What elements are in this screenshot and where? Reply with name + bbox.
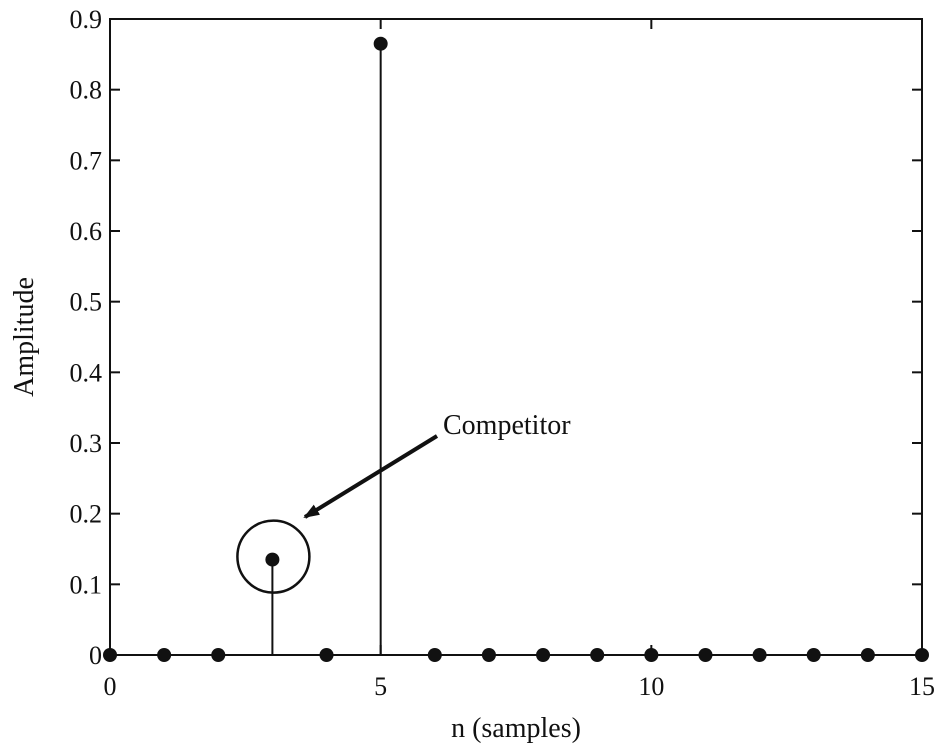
plot-frame xyxy=(109,18,923,656)
annotation-label: Competitor xyxy=(443,410,571,441)
data-stems xyxy=(103,36,929,662)
stem-marker-6 xyxy=(427,648,442,662)
y-tick-label-8: 0.8 xyxy=(70,76,103,105)
stem-marker-1 xyxy=(157,648,172,662)
y-tick-label-2: 0.2 xyxy=(70,500,103,529)
y-tick-label-0: 0 xyxy=(89,641,102,670)
y-tick-label-3: 0.3 xyxy=(70,429,103,458)
annotation-arrow xyxy=(303,434,439,519)
y-tick-label-7: 0.7 xyxy=(70,146,103,175)
y-axis: 0 0.1 0.2 0.3 0.4 0.5 0.6 0.7 0.8 0.9 xyxy=(70,5,922,670)
stem-marker-7 xyxy=(481,648,496,662)
stem-marker-8 xyxy=(536,648,551,662)
annotation: Competitor xyxy=(236,410,571,594)
y-tick-label-6: 0.6 xyxy=(70,217,103,246)
stem-marker-5 xyxy=(373,36,388,51)
y-axis-title: Amplitude xyxy=(9,277,40,397)
x-tick-label-1: 5 xyxy=(374,672,387,701)
stem-marker-10 xyxy=(644,648,659,662)
y-tick-label-9: 0.9 xyxy=(70,5,103,34)
stem-marker-3 xyxy=(265,552,280,567)
x-axis-title: n (samples) xyxy=(451,713,581,744)
y-tick-label-4: 0.4 xyxy=(70,358,103,387)
stem-marker-0 xyxy=(103,648,117,662)
x-tick-label-0: 0 xyxy=(104,672,117,701)
stem-marker-11 xyxy=(698,648,713,662)
stem-marker-12 xyxy=(752,648,767,662)
stem-marker-4 xyxy=(319,648,334,662)
stem-marker-15 xyxy=(915,648,929,662)
x-axis: 0 5 10 15 xyxy=(104,19,935,701)
annotation-circle xyxy=(236,519,311,594)
y-tick-label-5: 0.5 xyxy=(70,288,103,317)
stem-marker-14 xyxy=(860,648,875,662)
x-tick-label-2: 10 xyxy=(638,672,664,701)
y-tick-label-1: 0.1 xyxy=(70,570,103,599)
x-tick-label-3: 15 xyxy=(909,672,935,701)
stem-marker-13 xyxy=(806,648,821,662)
stem-marker-2 xyxy=(211,648,226,662)
stem-marker-9 xyxy=(590,648,605,662)
